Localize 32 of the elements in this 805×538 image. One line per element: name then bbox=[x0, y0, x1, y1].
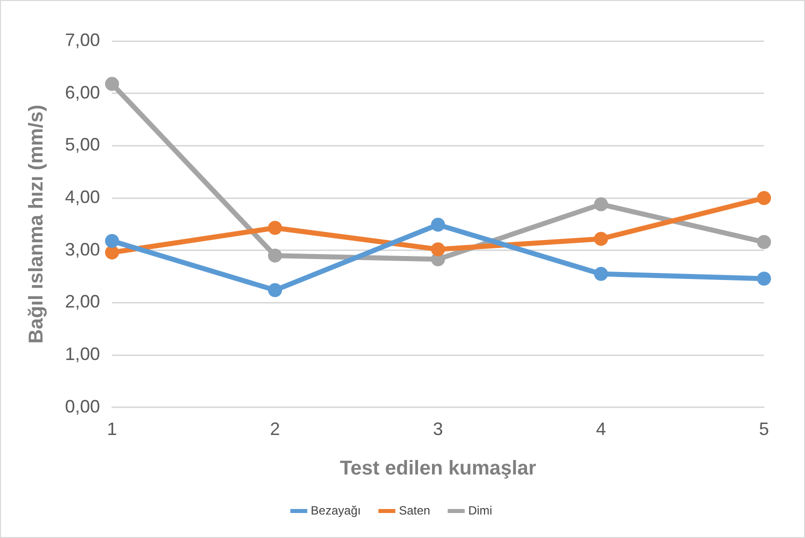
point bbox=[268, 283, 282, 298]
y-tick-label: 0,00 bbox=[64, 396, 100, 416]
point bbox=[757, 191, 771, 206]
y-tick-label: 1,00 bbox=[64, 344, 100, 364]
x-tick-label: 2 bbox=[270, 419, 280, 440]
point bbox=[594, 197, 608, 212]
y-axis-title: Bağıl ıslanma hızı (mm/s) bbox=[26, 104, 48, 344]
y-tick-label: 4,00 bbox=[64, 186, 100, 207]
point bbox=[105, 76, 120, 91]
point bbox=[268, 220, 282, 235]
x-tick-label: 5 bbox=[758, 419, 770, 440]
point bbox=[431, 218, 446, 232]
point bbox=[105, 234, 120, 248]
point bbox=[757, 234, 771, 249]
x-tick-label: 3 bbox=[433, 419, 444, 440]
x-tick-label: 4 bbox=[596, 419, 606, 440]
legend-label: Saten bbox=[398, 503, 430, 518]
y-tick-label: 5,00 bbox=[64, 134, 100, 155]
y-tick-label: 6,00 bbox=[64, 82, 100, 102]
y-tick-label: 7,00 bbox=[64, 30, 100, 50]
point bbox=[594, 266, 608, 281]
y-tick-label: 2,00 bbox=[64, 292, 100, 312]
x-axis-title: Test edilen kumaşlar bbox=[340, 458, 536, 480]
point bbox=[757, 272, 771, 286]
legend-label: Dimi bbox=[468, 503, 492, 518]
point bbox=[431, 242, 446, 256]
legend-label: Bezayağı bbox=[310, 503, 361, 518]
y-tick-label: 3,00 bbox=[64, 239, 100, 260]
point bbox=[594, 232, 608, 246]
x-tick-label: 1 bbox=[107, 419, 118, 440]
point bbox=[105, 245, 120, 260]
point bbox=[268, 248, 282, 263]
